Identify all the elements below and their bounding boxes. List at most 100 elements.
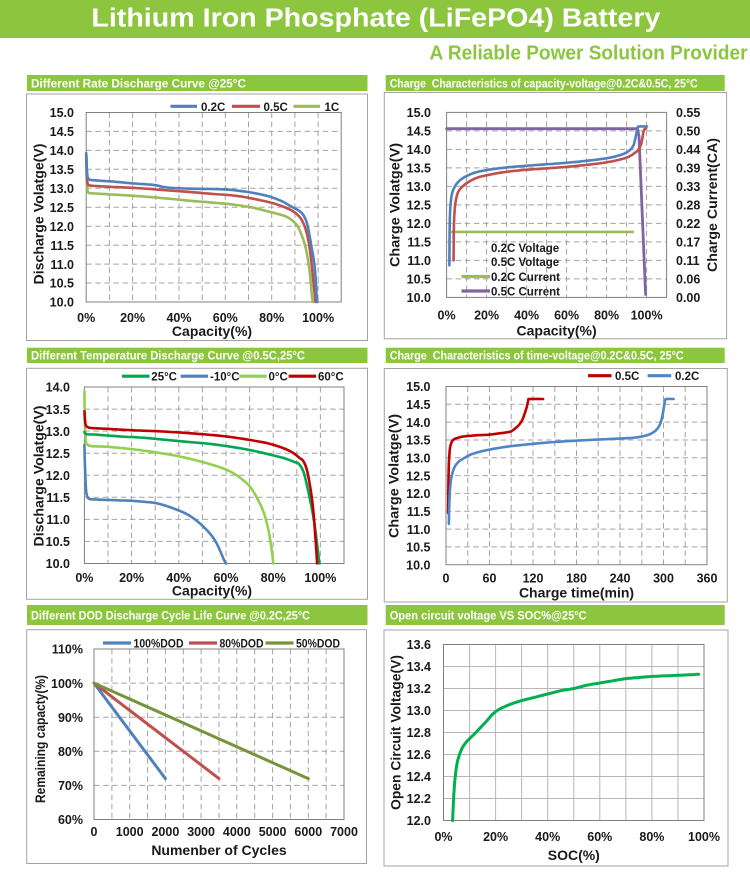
svg-text:80%: 80% <box>58 745 83 759</box>
svg-text:13.0: 13.0 <box>406 452 430 466</box>
svg-text:14.5: 14.5 <box>407 125 431 139</box>
svg-text:0.39: 0.39 <box>676 162 700 176</box>
svg-text:0.5C: 0.5C <box>264 102 288 114</box>
svg-text:100%: 100% <box>304 571 336 585</box>
svg-text:0.5C Voltage: 0.5C Voltage <box>491 257 559 269</box>
svg-text:0%: 0% <box>434 830 452 844</box>
svg-text:13.5: 13.5 <box>407 162 431 176</box>
svg-text:100%: 100% <box>631 309 663 323</box>
svg-text:0.50: 0.50 <box>676 125 700 139</box>
svg-text:12.4: 12.4 <box>407 770 431 784</box>
svg-text:Discharge Volatge(V): Discharge Volatge(V) <box>31 406 47 547</box>
svg-text:12.0: 12.0 <box>406 487 430 501</box>
svg-text:0.2C: 0.2C <box>201 102 225 114</box>
svg-text:Different DOD Discharge Cycle: Different DOD Discharge Cycle Life Curve… <box>31 610 310 622</box>
svg-text:0: 0 <box>443 572 450 586</box>
svg-text:80%DOD: 80%DOD <box>220 639 264 651</box>
svg-text:60%: 60% <box>213 571 238 585</box>
svg-text:0%: 0% <box>77 311 95 325</box>
svg-text:240: 240 <box>610 572 631 586</box>
svg-text:10.5: 10.5 <box>407 273 431 287</box>
svg-text:25°C: 25°C <box>151 372 177 384</box>
svg-text:20%: 20% <box>474 309 499 323</box>
svg-text:Capacity(%): Capacity(%) <box>172 323 252 339</box>
svg-text:13.0: 13.0 <box>50 182 74 196</box>
svg-text:0%: 0% <box>438 309 456 323</box>
svg-text:11.0: 11.0 <box>50 258 74 272</box>
svg-text:80%: 80% <box>261 571 286 585</box>
svg-text:10.5: 10.5 <box>46 535 70 549</box>
svg-text:13.5: 13.5 <box>50 163 74 177</box>
svg-text:11.5: 11.5 <box>50 239 74 253</box>
svg-text:40%: 40% <box>535 830 560 844</box>
svg-text:1C: 1C <box>325 102 340 114</box>
svg-text:10.5: 10.5 <box>50 277 74 291</box>
svg-text:0.2C Current: 0.2C Current <box>491 272 560 284</box>
svg-text:0.5C: 0.5C <box>615 371 639 383</box>
svg-text:12.0: 12.0 <box>46 469 70 483</box>
svg-text:Different Rate Discharge Curve: Different Rate Discharge Curve @25°C <box>31 78 246 90</box>
svg-text:11.0: 11.0 <box>407 523 431 537</box>
svg-text:Open circuit voltage VS SOC%@2: Open circuit voltage VS SOC%@25°C <box>390 610 587 622</box>
svg-text:11.5: 11.5 <box>407 236 431 250</box>
svg-text:14.0: 14.0 <box>406 416 430 430</box>
svg-text:Charge Characteristics of cap: Charge Characteristics of capacity-volta… <box>390 78 698 90</box>
svg-text:Capacity(%): Capacity(%) <box>172 583 252 599</box>
svg-text:15.0: 15.0 <box>407 106 431 120</box>
svg-text:100%: 100% <box>688 830 720 844</box>
svg-text:0.17: 0.17 <box>676 236 700 250</box>
svg-text:60%: 60% <box>554 309 579 323</box>
svg-text:-10°C: -10°C <box>210 372 240 384</box>
svg-text:11.5: 11.5 <box>407 505 431 519</box>
svg-text:12.5: 12.5 <box>406 469 430 483</box>
svg-text:360: 360 <box>697 572 718 586</box>
svg-text:15.0: 15.0 <box>406 380 430 394</box>
svg-text:13.0: 13.0 <box>407 704 431 718</box>
svg-text:Charge Volatge(V): Charge Volatge(V) <box>387 143 403 267</box>
svg-text:Charge Characteristics of tim: Charge Characteristics of time-voltage@0… <box>390 351 684 363</box>
svg-text:80%: 80% <box>259 311 284 325</box>
svg-text:12.0: 12.0 <box>407 217 431 231</box>
svg-text:13.5: 13.5 <box>406 434 430 448</box>
svg-text:13.2: 13.2 <box>407 682 431 696</box>
svg-text:SOC(%): SOC(%) <box>548 847 600 863</box>
svg-text:0: 0 <box>91 825 98 839</box>
svg-text:50%DOD: 50%DOD <box>296 639 340 651</box>
svg-text:60°C: 60°C <box>318 372 344 384</box>
svg-text:A Reliable Power Solution Prov: A Reliable Power Solution Provider <box>430 42 748 65</box>
svg-text:0.55: 0.55 <box>676 106 700 120</box>
svg-text:60%: 60% <box>587 830 612 844</box>
svg-text:Discharge Volatge(V): Discharge Volatge(V) <box>31 144 47 285</box>
svg-text:10.0: 10.0 <box>407 291 431 305</box>
svg-text:20%: 20% <box>119 571 144 585</box>
svg-text:10.0: 10.0 <box>406 558 430 572</box>
svg-text:100%: 100% <box>51 677 83 691</box>
svg-text:20%: 20% <box>120 311 145 325</box>
svg-text:Charge Volatge(V): Charge Volatge(V) <box>386 414 402 538</box>
svg-text:12.2: 12.2 <box>407 792 431 806</box>
svg-text:14.0: 14.0 <box>46 381 70 395</box>
svg-text:12.5: 12.5 <box>407 199 431 213</box>
svg-text:13.5: 13.5 <box>46 403 70 417</box>
svg-text:0.33: 0.33 <box>676 180 700 194</box>
svg-text:110%: 110% <box>52 643 83 657</box>
svg-text:Charge time(min): Charge time(min) <box>519 585 634 601</box>
svg-text:10.5: 10.5 <box>406 541 430 555</box>
svg-text:Open Circuit Voltage(V): Open Circuit Voltage(V) <box>389 655 404 810</box>
svg-text:14.5: 14.5 <box>406 398 430 412</box>
svg-text:90%: 90% <box>58 711 83 725</box>
svg-text:120: 120 <box>523 572 544 586</box>
svg-text:Charge Current(CA): Charge Current(CA) <box>704 138 720 272</box>
svg-text:14.0: 14.0 <box>407 143 431 157</box>
svg-text:0.00: 0.00 <box>676 291 700 305</box>
svg-text:0.2C Voltage: 0.2C Voltage <box>491 243 559 255</box>
svg-text:80%: 80% <box>639 830 664 844</box>
svg-text:20%: 20% <box>483 830 508 844</box>
svg-text:70%: 70% <box>58 779 83 793</box>
svg-text:11.0: 11.0 <box>46 513 70 527</box>
svg-text:Different Temperature Discharg: Different Temperature Discharge Curve @0… <box>31 351 305 363</box>
svg-text:40%: 40% <box>514 309 539 323</box>
svg-text:12.0: 12.0 <box>50 220 74 234</box>
svg-text:Capacity(%): Capacity(%) <box>517 323 597 339</box>
svg-text:0.28: 0.28 <box>676 199 700 213</box>
